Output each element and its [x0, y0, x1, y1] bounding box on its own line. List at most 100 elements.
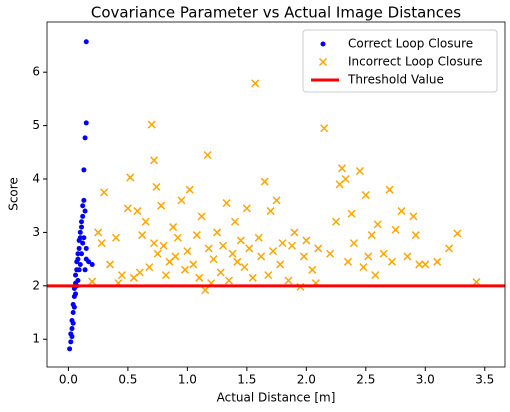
point	[180, 265, 190, 274]
x-tick-label: 0.5	[118, 373, 137, 387]
point	[314, 244, 323, 253]
point	[171, 252, 180, 261]
point	[173, 233, 182, 242]
point	[81, 197, 87, 203]
point	[159, 241, 168, 250]
point	[266, 207, 275, 216]
point	[81, 167, 87, 173]
y-tick-label: 2	[32, 278, 40, 292]
point	[349, 239, 358, 248]
y-tick-label: 4	[32, 172, 40, 186]
point	[141, 217, 150, 226]
point	[183, 247, 192, 256]
point	[83, 120, 89, 126]
y-tick-label: 6	[32, 65, 40, 79]
point	[169, 223, 178, 232]
point	[433, 257, 442, 266]
point	[77, 229, 83, 235]
point	[248, 273, 257, 282]
point	[67, 346, 73, 352]
point	[361, 191, 370, 200]
x-tick-label: 0.0	[59, 373, 78, 387]
point	[88, 277, 97, 286]
legend-box	[302, 29, 498, 93]
x-tick-label: 3.0	[416, 373, 435, 387]
point	[337, 164, 347, 173]
point	[343, 257, 353, 266]
point	[81, 235, 87, 241]
point	[69, 326, 75, 332]
point	[77, 261, 83, 267]
point	[204, 244, 213, 253]
point	[224, 276, 234, 285]
point	[347, 209, 356, 218]
point	[251, 79, 260, 88]
point	[222, 199, 231, 208]
point	[288, 241, 297, 250]
point	[379, 249, 388, 258]
point	[80, 203, 86, 209]
point	[332, 217, 341, 226]
point	[78, 224, 84, 230]
x-axis-label: Actual Distance [m]	[217, 391, 336, 405]
legend-label: Threshold Value	[347, 73, 444, 87]
point	[228, 249, 237, 258]
point	[219, 241, 228, 250]
point	[326, 249, 335, 258]
point	[403, 252, 412, 261]
point	[197, 212, 206, 221]
point	[397, 207, 406, 216]
point	[299, 252, 308, 261]
point	[100, 188, 109, 197]
legend-marker	[318, 57, 328, 67]
point	[106, 260, 115, 269]
point	[195, 273, 204, 282]
x-tick-label: 2.0	[297, 373, 316, 387]
point	[82, 135, 88, 141]
point	[83, 39, 89, 45]
point	[367, 231, 376, 240]
point	[387, 257, 397, 266]
point	[133, 207, 142, 216]
point	[80, 213, 86, 219]
point	[97, 239, 106, 248]
point	[126, 173, 135, 182]
point	[192, 231, 201, 240]
point	[83, 245, 89, 251]
point	[75, 277, 81, 283]
chart-title: Covariance Parameter vs Actual Image Dis…	[91, 4, 461, 22]
point	[201, 286, 210, 295]
y-tick-label: 1	[32, 332, 40, 346]
point	[240, 263, 249, 272]
point	[189, 260, 198, 269]
point	[152, 182, 161, 192]
point	[147, 120, 156, 129]
point	[385, 185, 394, 194]
point	[320, 124, 329, 133]
point	[80, 240, 86, 246]
point	[135, 268, 144, 277]
point	[209, 255, 218, 264]
point	[276, 260, 285, 269]
point	[371, 271, 380, 280]
point	[445, 244, 454, 253]
point	[373, 220, 382, 229]
point	[71, 304, 77, 310]
point	[82, 267, 88, 273]
point	[355, 166, 364, 176]
point	[73, 272, 79, 278]
point	[308, 265, 317, 274]
point	[185, 185, 194, 194]
point	[94, 228, 103, 237]
point	[78, 219, 84, 225]
point	[75, 256, 81, 262]
point	[216, 268, 225, 277]
point	[70, 320, 76, 326]
plot-frame	[46, 21, 506, 368]
point	[86, 259, 92, 265]
point	[242, 204, 251, 213]
point	[203, 150, 212, 160]
point	[145, 263, 154, 272]
point	[341, 174, 350, 184]
